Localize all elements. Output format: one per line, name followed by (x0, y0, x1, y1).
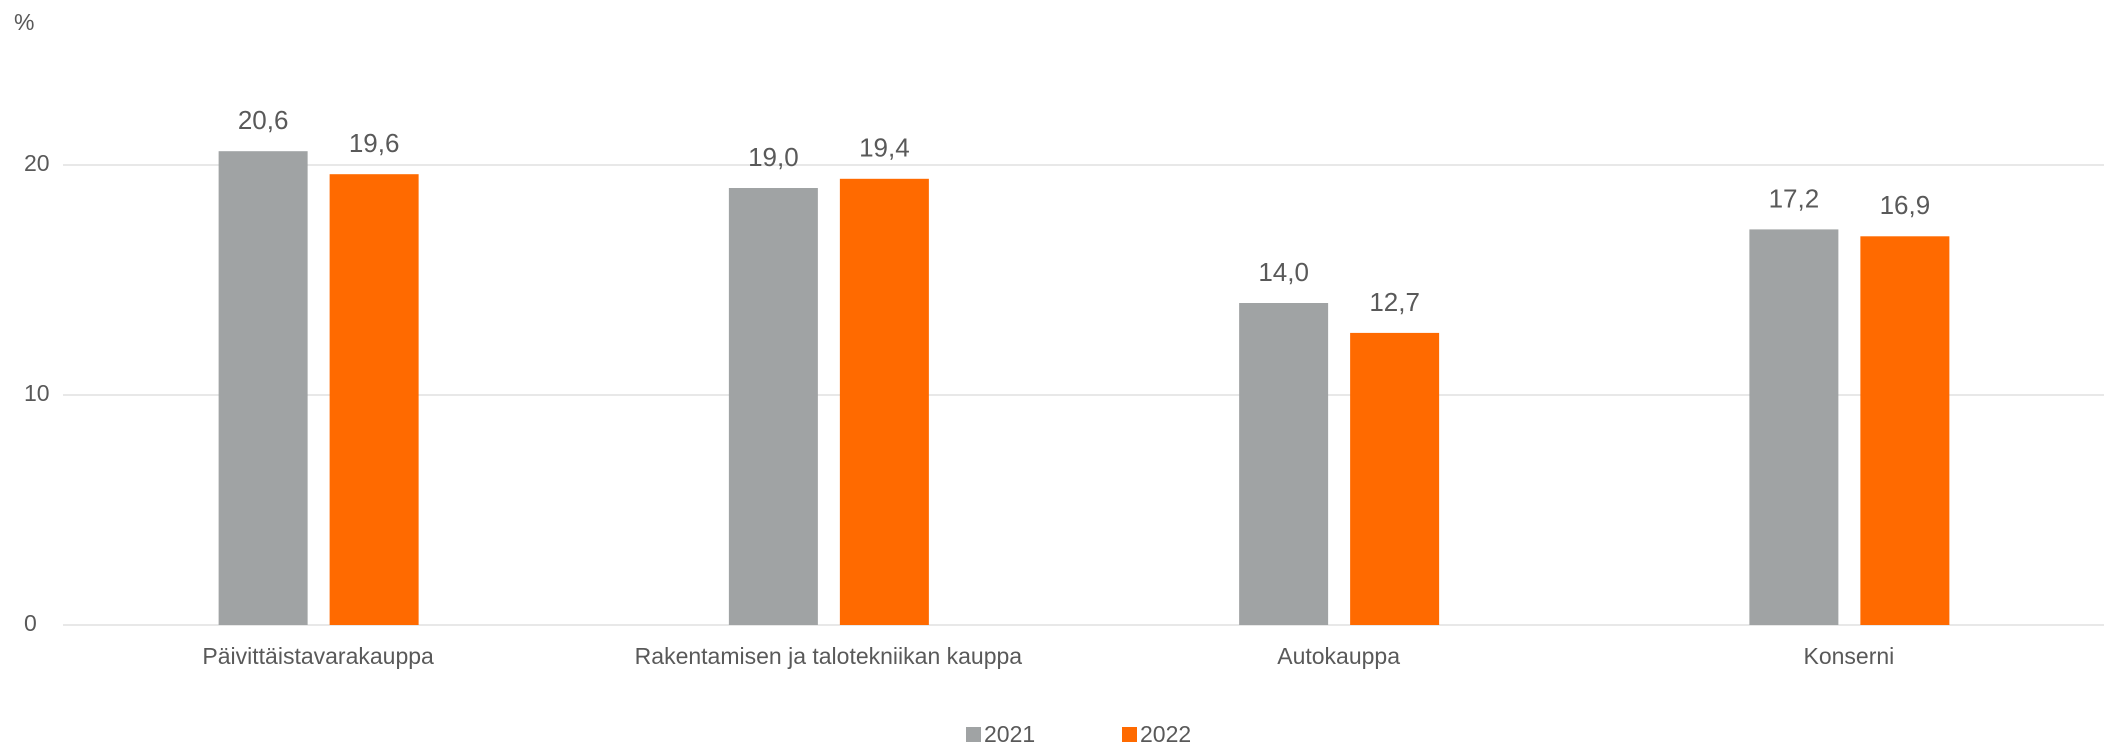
y-axis-label: % (14, 9, 34, 35)
y-tick-label: 20 (24, 150, 50, 176)
data-label: 19,0 (748, 142, 799, 172)
bar (1350, 332, 1440, 625)
data-label: 12,7 (1369, 287, 1420, 317)
data-label: 20,6 (238, 105, 289, 135)
legend-swatch (1122, 727, 1137, 742)
data-label: 17,2 (1769, 183, 1820, 213)
legend-label: 2021 (984, 721, 1035, 747)
legend-label: 2022 (1140, 721, 1191, 747)
x-tick-label: Päivittäistavarakauppa (202, 643, 434, 669)
bar (728, 188, 818, 625)
y-tick-label: 0 (24, 610, 37, 636)
data-label: 14,0 (1258, 257, 1309, 287)
y-tick-label: 10 (24, 380, 50, 406)
bar (218, 151, 308, 625)
data-label: 19,4 (859, 133, 910, 163)
bar (329, 174, 419, 625)
data-label: 16,9 (1880, 190, 1931, 220)
bar (839, 178, 929, 626)
legend-swatch (966, 727, 981, 742)
bar (1749, 229, 1839, 625)
x-tick-label: Autokauppa (1277, 643, 1400, 669)
x-tick-label: Konserni (1803, 643, 1894, 669)
data-label: 19,6 (349, 128, 400, 158)
x-tick-label: Rakentamisen ja talotekniikan kauppa (635, 643, 1023, 669)
bar (1860, 236, 1950, 626)
bar (1239, 303, 1329, 625)
